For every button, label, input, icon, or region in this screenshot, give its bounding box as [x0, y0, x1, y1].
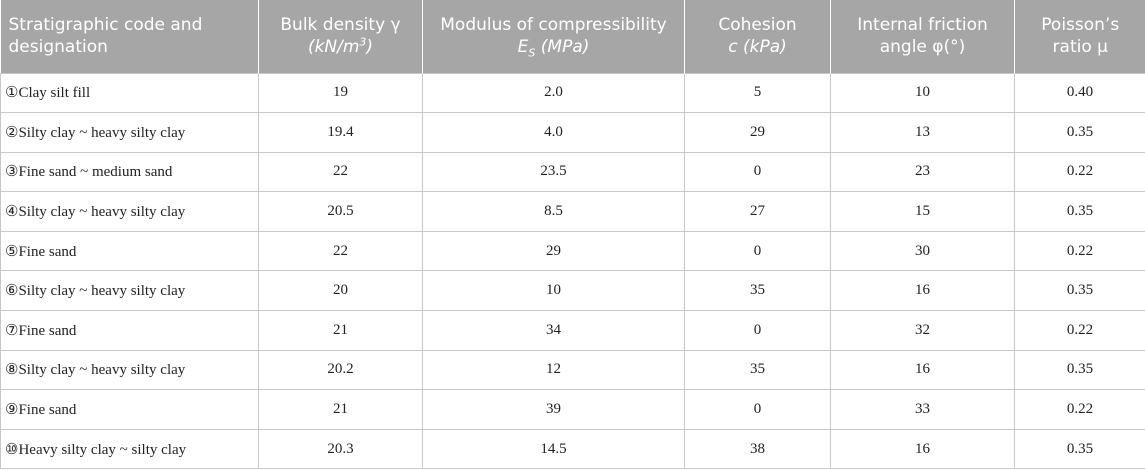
cell-friction-angle: 13	[830, 112, 1015, 153]
cell-cohesion: 0	[684, 310, 831, 351]
table-row: ⑨Fine sand 21 39 0 33 0.22	[0, 389, 1145, 430]
cell-bulk-density: 20.5	[258, 191, 423, 232]
cell-modulus: 2.0	[422, 72, 685, 114]
header-row: Stratigraphic code and designation Bulk …	[0, 0, 1145, 73]
table-row: ④Silty clay ~ heavy silty clay 20.5 8.5 …	[0, 191, 1145, 232]
cell-cohesion: 0	[684, 230, 831, 272]
cell-stratum-name: ①Clay silt fill	[0, 72, 259, 114]
header-modulus-unit: ES (MPa)	[429, 36, 678, 58]
header-stratigraphic-code-line1: Stratigraphic code and	[8, 15, 203, 36]
cell-bulk-density: 19.4	[258, 112, 423, 153]
cell-poisson-ratio: 0.35	[1014, 349, 1145, 391]
cell-friction-angle: 16	[830, 428, 1015, 470]
cell-friction-angle: 33	[830, 389, 1015, 430]
cell-cohesion: 35	[684, 349, 831, 391]
cell-poisson-ratio: 0.22	[1014, 230, 1145, 272]
header-poisson-ratio-line1: Poisson’s	[1041, 15, 1120, 36]
header-cohesion: Cohesion c (kPa)	[684, 0, 831, 73]
cell-cohesion: 5	[684, 72, 831, 114]
cell-stratum-name: ⑩Heavy silty clay ~ silty clay	[0, 428, 259, 470]
table-body: ①Clay silt fill 19 2.0 5 10 0.40 ②Silty …	[0, 72, 1145, 470]
cell-cohesion: 35	[684, 270, 831, 312]
cell-bulk-density: 19	[258, 72, 423, 114]
cell-poisson-ratio: 0.22	[1014, 389, 1145, 430]
header-modulus-unit-text: (MPa)	[535, 37, 590, 58]
table-row: ⑩Heavy silty clay ~ silty clay 20.3 14.5…	[0, 428, 1145, 470]
cell-friction-angle: 10	[830, 72, 1015, 114]
cell-stratum-name: ⑥Silty clay ~ heavy silty clay	[0, 270, 259, 312]
cell-stratum-name: ④Silty clay ~ heavy silty clay	[0, 191, 259, 232]
cell-modulus: 14.5	[422, 428, 685, 470]
cell-cohesion: 38	[684, 428, 831, 470]
table-row: ⑧Silty clay ~ heavy silty clay 20.2 12 3…	[0, 349, 1145, 391]
cell-bulk-density: 21	[258, 389, 423, 430]
cell-bulk-density: 20	[258, 270, 423, 312]
table-header: Stratigraphic code and designation Bulk …	[0, 0, 1145, 73]
cell-cohesion: 0	[684, 389, 831, 430]
header-cohesion-line1: Cohesion	[718, 15, 797, 36]
cell-friction-angle: 16	[830, 270, 1015, 312]
header-stratigraphic-code: Stratigraphic code and designation	[0, 0, 259, 73]
cell-friction-angle: 16	[830, 349, 1015, 391]
cell-stratum-name: ⑨Fine sand	[0, 389, 259, 430]
header-bulk-density-unit-sup: 3	[359, 35, 367, 49]
cell-bulk-density: 21	[258, 310, 423, 351]
cell-stratum-name: ⑦Fine sand	[0, 310, 259, 351]
cell-cohesion: 29	[684, 112, 831, 153]
cell-cohesion: 0	[684, 151, 831, 193]
cell-modulus: 10	[422, 270, 685, 312]
header-modulus-subscript: S	[528, 46, 536, 60]
header-bulk-density: Bulk density γ (kN/m3)	[258, 0, 423, 73]
cell-stratum-name: ③Fine sand ~ medium sand	[0, 151, 259, 193]
header-friction-angle-line2: angle φ(°)	[879, 37, 966, 58]
header-friction-angle-line1: Internal friction	[857, 15, 988, 36]
header-modulus-symbol: E	[517, 37, 529, 58]
cell-modulus: 8.5	[422, 191, 685, 232]
cell-poisson-ratio: 0.35	[1014, 270, 1145, 312]
cell-stratum-name: ②Silty clay ~ heavy silty clay	[0, 112, 259, 153]
cell-modulus: 29	[422, 230, 685, 272]
cell-modulus: 39	[422, 389, 685, 430]
cell-poisson-ratio: 0.40	[1014, 72, 1145, 114]
header-modulus: Modulus of compressibility ES (MPa)	[422, 0, 685, 73]
header-modulus-line1: Modulus of compressibility	[440, 15, 667, 36]
header-bulk-density-unit: (kN/m3)	[265, 36, 416, 58]
table-row: ⑥Silty clay ~ heavy silty clay 20 10 35 …	[0, 270, 1145, 312]
cell-poisson-ratio: 0.35	[1014, 428, 1145, 470]
table-row: ③Fine sand ~ medium sand 22 23.5 0 23 0.…	[0, 151, 1145, 193]
cell-bulk-density: 22	[258, 230, 423, 272]
cell-bulk-density: 20.2	[258, 349, 423, 391]
cell-friction-angle: 15	[830, 191, 1015, 232]
cell-poisson-ratio: 0.22	[1014, 151, 1145, 193]
table-row: ②Silty clay ~ heavy silty clay 19.4 4.0 …	[0, 112, 1145, 153]
cell-poisson-ratio: 0.35	[1014, 112, 1145, 153]
cell-friction-angle: 32	[830, 310, 1015, 351]
cell-modulus: 23.5	[422, 151, 685, 193]
header-bulk-density-unit-close: )	[366, 37, 374, 58]
header-poisson-ratio: Poisson’s ratio μ	[1015, 0, 1145, 73]
cell-modulus: 34	[422, 310, 685, 351]
header-poisson-ratio-line2: ratio μ	[1052, 37, 1108, 58]
table-row: ⑦Fine sand 21 34 0 32 0.22	[0, 310, 1145, 351]
header-friction-angle: Internal friction angle φ(°)	[830, 0, 1015, 73]
cell-stratum-name: ⑤Fine sand	[0, 230, 259, 272]
table-row: ①Clay silt fill 19 2.0 5 10 0.40	[0, 72, 1145, 114]
header-stratigraphic-code-line2: designation	[8, 37, 108, 58]
cell-modulus: 12	[422, 349, 685, 391]
table-row: ⑤Fine sand 22 29 0 30 0.22	[0, 230, 1145, 272]
header-bulk-density-line1: Bulk density γ	[280, 15, 401, 36]
header-cohesion-line2: c (kPa)	[728, 37, 787, 58]
header-bulk-density-unit-text: (kN/m	[307, 37, 360, 58]
cell-cohesion: 27	[684, 191, 831, 232]
cell-friction-angle: 23	[830, 151, 1015, 193]
cell-stratum-name: ⑧Silty clay ~ heavy silty clay	[0, 349, 259, 391]
cell-poisson-ratio: 0.22	[1014, 310, 1145, 351]
cell-poisson-ratio: 0.35	[1014, 191, 1145, 232]
cell-bulk-density: 22	[258, 151, 423, 193]
cell-bulk-density: 20.3	[258, 428, 423, 470]
cell-modulus: 4.0	[422, 112, 685, 153]
cell-friction-angle: 30	[830, 230, 1015, 272]
